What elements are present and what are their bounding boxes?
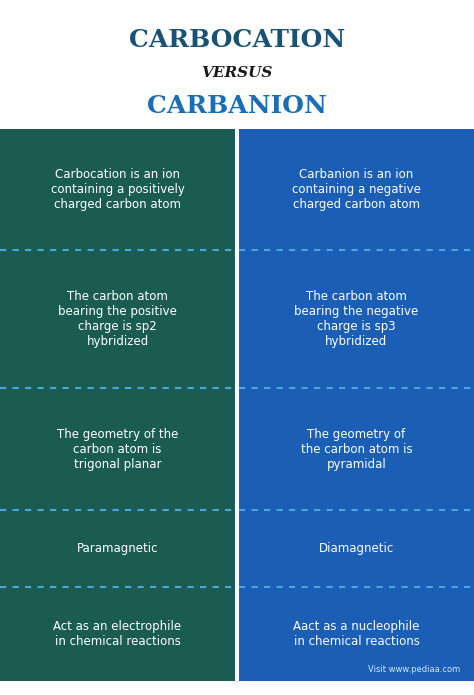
FancyBboxPatch shape [239, 129, 474, 250]
FancyBboxPatch shape [0, 129, 235, 250]
Text: Diamagnetic: Diamagnetic [319, 542, 394, 555]
Text: CARBANION: CARBANION [147, 94, 327, 118]
Text: VERSUS: VERSUS [201, 66, 273, 80]
FancyBboxPatch shape [239, 587, 474, 681]
Text: Carbanion is an ion
containing a negative
charged carbon atom: Carbanion is an ion containing a negativ… [292, 168, 421, 211]
FancyBboxPatch shape [0, 587, 235, 681]
Text: The geometry of the
carbon atom is
trigonal planar: The geometry of the carbon atom is trigo… [57, 427, 178, 471]
FancyBboxPatch shape [239, 389, 474, 510]
FancyBboxPatch shape [239, 510, 474, 587]
FancyBboxPatch shape [0, 510, 235, 587]
Text: Carbocation is an ion
containing a positively
charged carbon atom: Carbocation is an ion containing a posit… [51, 168, 184, 211]
Text: Act as an electrophile
in chemical reactions: Act as an electrophile in chemical react… [54, 620, 182, 648]
FancyBboxPatch shape [239, 250, 474, 389]
FancyBboxPatch shape [0, 389, 235, 510]
Text: Aact as a nucleophile
in chemical reactions: Aact as a nucleophile in chemical reacti… [293, 620, 419, 648]
Text: The carbon atom
bearing the negative
charge is sp3
hybridized: The carbon atom bearing the negative cha… [294, 291, 419, 348]
Text: CARBOCATION: CARBOCATION [129, 28, 345, 52]
Text: The carbon atom
bearing the positive
charge is sp2
hybridized: The carbon atom bearing the positive cha… [58, 291, 177, 348]
Text: Visit www.pediaa.com: Visit www.pediaa.com [367, 665, 460, 674]
FancyBboxPatch shape [0, 250, 235, 389]
Text: Paramagnetic: Paramagnetic [77, 542, 158, 555]
Text: The geometry of
the carbon atom is
pyramidal: The geometry of the carbon atom is pyram… [301, 427, 412, 471]
